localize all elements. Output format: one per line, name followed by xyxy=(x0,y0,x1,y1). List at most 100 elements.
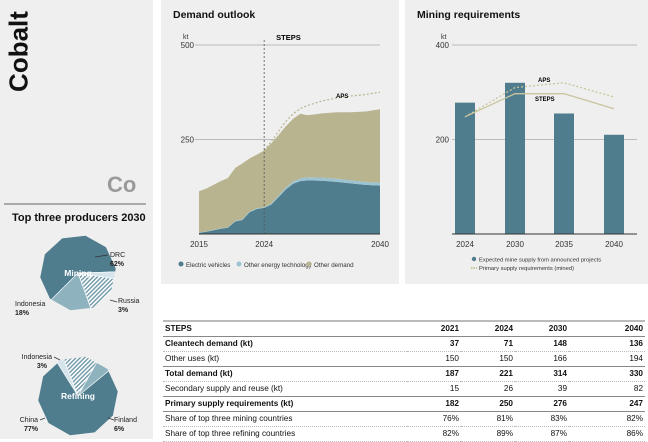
cell-value: 136 xyxy=(569,336,645,352)
cell-value: 166 xyxy=(515,351,569,367)
element-sidebar: Cobalt Co Top three producers 2030 Minin… xyxy=(0,0,153,439)
slice-name: Indonesia xyxy=(15,301,45,308)
row-label: Primary supply requirements (kt) xyxy=(163,396,407,412)
row-label: Other uses (kt) xyxy=(163,351,407,367)
element-symbol: Co xyxy=(107,172,137,197)
y-unit-label: kt xyxy=(183,34,189,41)
cell-value: 150 xyxy=(461,351,515,367)
legend-label: Electric vehicles xyxy=(186,262,230,269)
demand-outlook-title: Demand outlook xyxy=(173,9,256,21)
legend-dot xyxy=(306,261,312,267)
table-header: STEPS 2021 2024 2030 2040 xyxy=(163,320,645,337)
cell-value: 250 xyxy=(461,396,515,412)
cell-value: 15 xyxy=(407,381,461,397)
aps-label: APS xyxy=(538,78,550,84)
legend-label: Other demand xyxy=(314,262,354,269)
cell-value: 82% xyxy=(569,411,645,427)
cell-value: 194 xyxy=(569,351,645,367)
column-header: 2021 xyxy=(407,320,461,337)
slice-pct: 62% xyxy=(110,261,125,268)
cell-value: 71 xyxy=(461,336,515,352)
column-header: STEPS xyxy=(163,320,407,337)
mining-pie-label: Mining xyxy=(64,268,91,278)
divider xyxy=(4,203,146,205)
mining-requirements-title: Mining requirements xyxy=(417,9,521,21)
cell-value: 221 xyxy=(461,366,515,382)
slice-pct: 77% xyxy=(24,426,39,433)
refining-pie-label: Refining xyxy=(61,391,95,401)
table-row: Other uses (kt) 150 150 166 194 xyxy=(163,351,645,367)
mining-chart: kt 200 400 APS STEPS 2024 2030 2035 2040 Expected… xyxy=(436,34,637,272)
aps-line xyxy=(464,82,615,118)
cell-value: 148 xyxy=(515,336,569,352)
legend-dot xyxy=(178,261,184,267)
slice-name: Finland xyxy=(114,417,137,424)
slice-name: Indonesia xyxy=(22,354,52,361)
slice-name: DRC xyxy=(110,252,125,259)
x-tick-label: 2040 xyxy=(605,240,623,249)
bar-2024 xyxy=(455,102,475,235)
table-row: Primary supply requirements (kt) 182 250 27… xyxy=(163,396,645,412)
aps-label: APS xyxy=(336,94,348,100)
cell-value: 81% xyxy=(461,411,515,427)
slice-pct: 18% xyxy=(15,310,30,317)
leader-line xyxy=(53,356,61,361)
bar-2035 xyxy=(554,113,574,234)
table-row: Share of top three mining countries 76% 81… xyxy=(163,411,645,427)
x-tick-label: 2024 xyxy=(456,240,474,249)
cell-value: 37 xyxy=(407,336,461,352)
table-row: Secondary supply and reuse (kt) 15 26 39 82 xyxy=(163,381,645,397)
slice-pct: 3% xyxy=(37,363,48,370)
row-label: Share of top three mining countries xyxy=(163,411,407,427)
column-header: 2024 xyxy=(461,320,515,337)
producers-title: Top three producers 2030 xyxy=(12,212,146,224)
area-other-energy-technology xyxy=(199,177,380,233)
area-other-demand xyxy=(199,109,380,233)
y-unit-label: kt xyxy=(441,34,447,41)
legend-label: Expected mine supply from announced proj… xyxy=(479,258,601,264)
table-row: Cleantech demand (kt) 37 71 148 136 xyxy=(163,336,645,352)
steps-table: STEPS 2021 2024 2030 2040 Cleantech demand (k… xyxy=(163,320,645,442)
legend-label: Primary supply requirements (mined) xyxy=(479,266,574,272)
cell-value: 26 xyxy=(461,381,515,397)
slice-name: China xyxy=(20,417,38,424)
legend-dot xyxy=(471,256,477,262)
row-label: Cleantech demand (kt) xyxy=(163,336,407,352)
cell-value: 76% xyxy=(407,411,461,427)
cell-value: 247 xyxy=(569,396,645,412)
slice-pct: 3% xyxy=(118,307,129,314)
leader-line xyxy=(94,254,109,258)
steps-label: STEPS xyxy=(535,97,555,103)
demand-outlook-panel: Demand outlook kt 250 500 APS STEPS 2015 2024 2… xyxy=(161,0,399,284)
mining-requirements-panel: Mining requirements kt 200 400 APS STEPS 2024… xyxy=(405,0,648,284)
cell-value: 39 xyxy=(515,381,569,397)
column-header: 2030 xyxy=(515,320,569,337)
table-row: Total demand (kt) 187 221 314 330 xyxy=(163,366,645,382)
column-header: 2040 xyxy=(569,320,645,337)
x-tick-label: 2035 xyxy=(555,240,573,249)
row-label: Total demand (kt) xyxy=(163,366,407,382)
leader-line xyxy=(39,417,46,421)
cell-value: 82 xyxy=(569,381,645,397)
demand-chart: kt 250 500 APS STEPS 2015 2024 2040 Electric veh… xyxy=(178,33,389,269)
slice-name: Russia xyxy=(118,298,140,305)
cell-value: 276 xyxy=(515,396,569,412)
cell-value: 83% xyxy=(515,411,569,427)
cell-value: 182 xyxy=(407,396,461,412)
leader-line xyxy=(107,417,115,421)
y-tick-label: 250 xyxy=(181,136,195,145)
area-electric-vehicles xyxy=(199,180,380,234)
cell-value: 314 xyxy=(515,366,569,382)
row-label: Secondary supply and reuse (kt) xyxy=(163,381,407,397)
steps-line xyxy=(464,93,615,118)
slice-pct: 6% xyxy=(114,426,125,433)
bar-2040 xyxy=(604,134,624,234)
legend-label: Other energy technology xyxy=(244,262,313,269)
legend-dot xyxy=(236,261,242,267)
steps-label: STEPS xyxy=(276,33,301,42)
x-tick-label: 2030 xyxy=(506,240,524,249)
table-row: Share of top three refining countries 82%… xyxy=(163,426,645,442)
y-tick-label: 400 xyxy=(436,41,450,50)
cell-value: 330 xyxy=(569,366,645,382)
x-tick-label: 2024 xyxy=(255,240,273,249)
